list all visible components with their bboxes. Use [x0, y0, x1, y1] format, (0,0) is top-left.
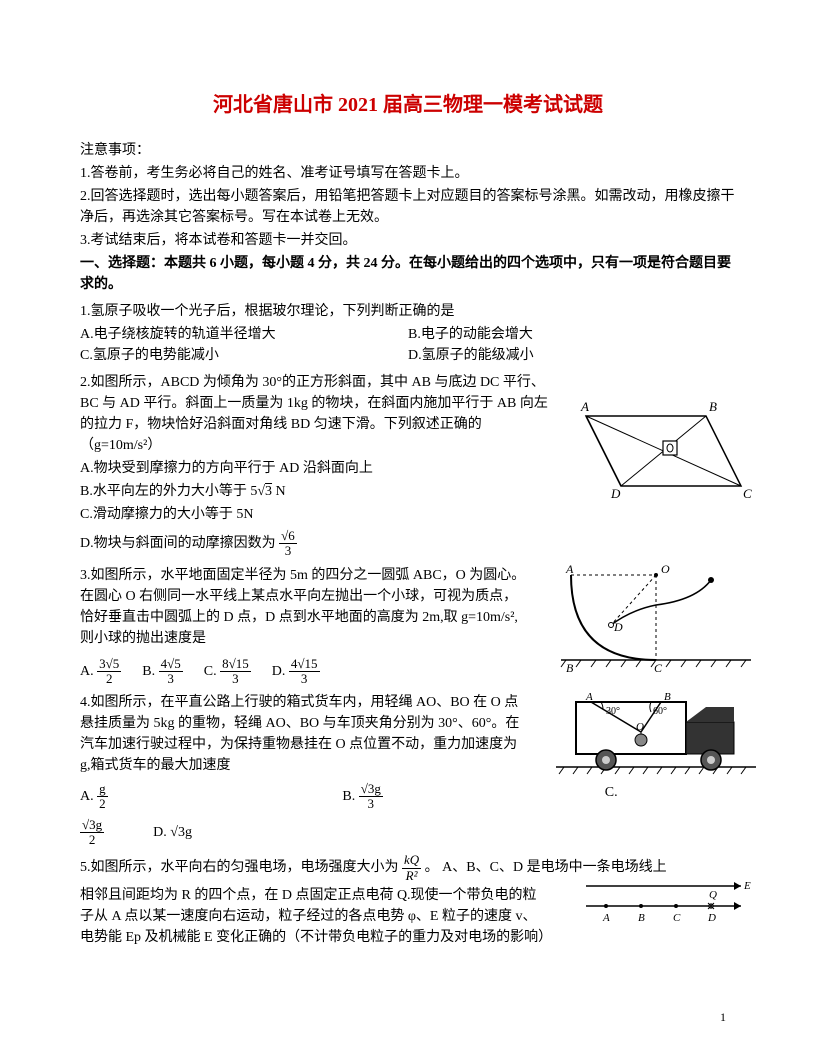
notice-3: 3.考试结束后，将本试卷和答题卡一并交回。 [80, 230, 736, 251]
question-4: 30° 60° A B O 4.如图所示，在平直公路上行驶的箱式货车内，用轻绳 … [80, 692, 736, 847]
notice-1: 1.答卷前，考生务必将自己的姓名、准考证号填写在答题卡上。 [80, 163, 736, 184]
q2-opt-d: D.物块与斜面间的动摩擦因数为 √63 [80, 529, 736, 559]
svg-text:O: O [636, 721, 644, 733]
svg-text:A: A [585, 692, 593, 703]
question-3: A O D B C 3.如图所示，水平地面固定半径为 5m 的四分之一圆弧 AB… [80, 565, 736, 687]
svg-text:B: B [664, 692, 671, 703]
svg-text:D: D [613, 620, 623, 634]
notice-label: 注意事项： [80, 140, 736, 161]
svg-text:C: C [673, 912, 681, 924]
question-2: A B C D 2.如图所示，ABCD 为倾角为 30°的正方形斜面，其中 AB… [80, 372, 736, 559]
svg-text:C: C [743, 486, 752, 501]
notice-2: 2.回答选择题时，选出每小题答案后，用铅笔把答题卡上对应题目的答案标号涂黑。如需… [80, 186, 736, 228]
svg-text:D: D [610, 486, 621, 501]
svg-text:A: A [565, 565, 574, 576]
page-title: 河北省唐山市 2021 届高三物理一模考试试题 [80, 90, 736, 120]
q4-options-row2: √3g2 D. √3g [80, 818, 736, 848]
svg-text:A: A [580, 399, 589, 414]
question-1: 1.氢原子吸收一个光子后，根据玻尔理论，下列判断正确的是 A.电子绕核旋转的轨道… [80, 301, 736, 366]
svg-text:E: E [743, 880, 751, 892]
page-number: 1 [720, 1008, 726, 1026]
q1-opt-c: C.氢原子的电势能减小 [80, 345, 408, 366]
q5-figure: A B C D Q E [576, 871, 756, 926]
q3-figure: A O D B C [556, 565, 756, 675]
q4-figure: 30° 60° A B O [556, 692, 756, 782]
svg-text:D: D [707, 912, 716, 924]
svg-text:B: B [638, 912, 645, 924]
q2-opt-c: C.滑动摩擦力的大小等于 5N [80, 504, 736, 525]
svg-text:Q: Q [709, 889, 717, 901]
q1-opt-a: A.电子绕核旋转的轨道半径增大 [80, 324, 408, 345]
q1-opt-d: D.氢原子的能级减小 [408, 345, 736, 366]
q1-opt-b: B.电子的动能会增大 [408, 324, 736, 345]
section-1-heading: 一、选择题：本题共 6 小题，每小题 4 分，共 24 分。在每小题给出的四个选… [80, 253, 736, 295]
svg-text:B: B [566, 661, 574, 675]
svg-text:C: C [654, 661, 663, 675]
question-5: A B C D Q E 5.如图所示，水平向右的匀强电场，电场强度大小为 kQR… [80, 853, 736, 948]
svg-text:B: B [709, 399, 717, 414]
svg-text:A: A [602, 912, 610, 924]
svg-text:30°: 30° [606, 706, 620, 717]
q2-figure: A B C D [571, 386, 756, 506]
q4-options-row1: A. g2 B. √3g3 C. [80, 782, 736, 812]
svg-text:O: O [661, 565, 670, 576]
svg-text:60°: 60° [653, 706, 667, 717]
q1-stem: 1.氢原子吸收一个光子后，根据玻尔理论，下列判断正确的是 [80, 301, 736, 322]
